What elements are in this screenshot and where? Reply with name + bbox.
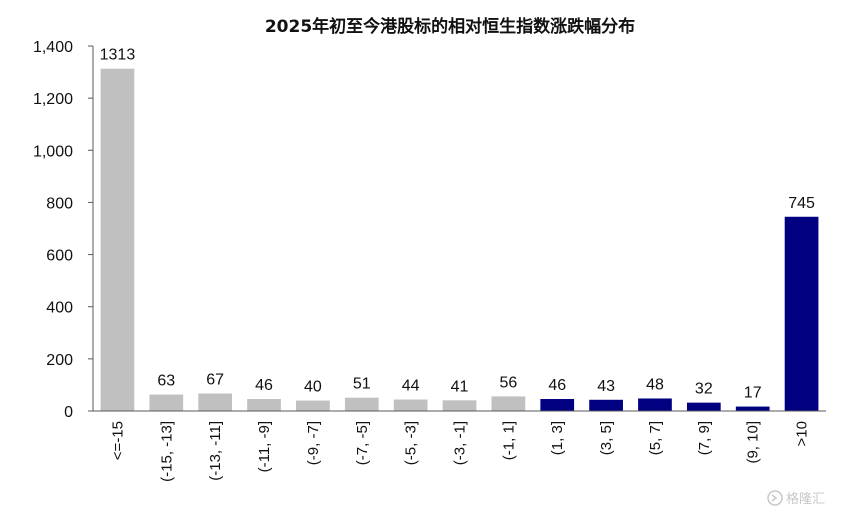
bar — [393, 399, 428, 411]
bar — [735, 406, 770, 411]
data-label: 48 — [646, 376, 664, 393]
data-label: 1313 — [100, 47, 136, 64]
data-label: 63 — [157, 373, 175, 390]
y-tick-label: 600 — [46, 248, 73, 265]
chart-title: 2025年初至今港股标的相对恒生指数涨跌幅分布 — [265, 16, 635, 37]
bar — [589, 399, 623, 411]
data-label: 40 — [304, 379, 322, 396]
x-tick-label: (1, 3] — [549, 421, 566, 455]
bar — [344, 397, 379, 411]
x-tick-label: (-3, -1] — [452, 421, 469, 465]
x-tick-label: (-13, -11] — [207, 421, 224, 481]
bar — [296, 400, 330, 411]
bar — [491, 396, 526, 411]
x-tick-label: (-15, -13] — [158, 421, 175, 482]
data-label: 745 — [788, 195, 815, 212]
bar — [198, 393, 233, 411]
x-tick-label: (9, 10] — [745, 421, 762, 464]
x-tick-label: >10 — [794, 421, 811, 446]
glh-logo-icon — [767, 490, 783, 506]
x-axis: <=-15 (-15, -13] (-13, -11] (-11, -9] (-9, -… — [93, 410, 826, 482]
watermark-text: 格隆汇 — [786, 491, 825, 507]
bar — [686, 402, 721, 411]
x-tick-label: (5, 7] — [647, 421, 664, 455]
y-tick-label: 1,000 — [33, 143, 73, 160]
bar — [100, 68, 135, 412]
data-label: 17 — [744, 385, 762, 402]
data-label: 51 — [353, 376, 371, 393]
bar — [149, 394, 184, 411]
bars — [100, 68, 819, 412]
data-label: 46 — [255, 377, 273, 394]
x-tick-label: (-9, -7] — [305, 421, 322, 465]
data-label: 43 — [597, 378, 615, 395]
data-label: 41 — [451, 378, 469, 395]
bar — [540, 399, 575, 411]
bar — [784, 216, 819, 411]
y-axis: 0 200 400 600 800 1,000 1,200 1,400 — [33, 39, 94, 421]
data-label: 44 — [402, 378, 420, 395]
y-tick-label: 0 — [64, 404, 73, 421]
y-tick-label: 200 — [46, 352, 73, 369]
x-tick-label: (-1, 1] — [500, 421, 517, 460]
x-tick-label: (-5, -3] — [403, 421, 420, 465]
y-tick-label: 800 — [46, 195, 73, 212]
x-tick-label: (7, 9] — [696, 421, 713, 455]
x-tick-label: (3, 5] — [598, 421, 615, 455]
data-label: 32 — [695, 381, 713, 398]
y-tick-label: 1,400 — [33, 39, 73, 56]
x-tick-label: (-11, -9] — [256, 421, 273, 472]
data-label: 46 — [548, 377, 566, 394]
watermark: 格隆汇 — [767, 490, 825, 507]
data-labels: 1313 63 67 46 40 51 44 41 56 46 43 48 32 17 745 — [100, 47, 815, 402]
x-tick-label: <=-15 — [109, 421, 126, 460]
bar — [247, 399, 281, 411]
x-tick-label: (-7, -5] — [354, 421, 371, 465]
bar — [638, 398, 672, 411]
data-label: 67 — [206, 372, 224, 389]
y-tick-label: 400 — [46, 300, 73, 317]
bar — [442, 400, 477, 411]
data-label: 56 — [499, 374, 517, 391]
y-tick-label: 1,200 — [33, 91, 73, 108]
